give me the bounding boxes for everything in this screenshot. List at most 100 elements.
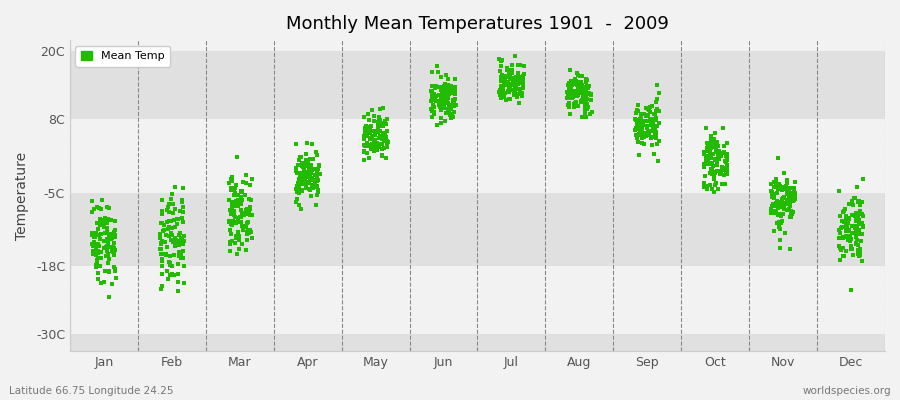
Point (163, 253, 177, 259)
Point (155, 258, 169, 264)
Point (516, 85, 530, 92)
Point (438, 99, 453, 106)
Point (226, 185, 240, 191)
Point (297, 171, 311, 177)
Point (769, 210, 783, 216)
Point (634, 119, 648, 126)
Point (86, 250, 100, 257)
Point (298, 160, 312, 167)
Point (302, 180, 316, 186)
Point (446, 96, 460, 103)
Point (708, 130, 723, 136)
Point (300, 171, 314, 177)
Point (701, 152, 716, 159)
Point (846, 202, 860, 209)
Point (161, 224, 176, 230)
Point (840, 222, 854, 228)
Point (502, 87, 517, 93)
Point (506, 75, 520, 82)
Point (779, 187, 794, 193)
Point (375, 104, 390, 111)
Point (644, 134, 659, 141)
Point (494, 89, 508, 96)
Point (783, 192, 797, 198)
Point (784, 208, 798, 214)
Point (644, 121, 658, 127)
Point (783, 203, 797, 210)
Point (771, 204, 786, 211)
Point (646, 118, 661, 124)
Point (447, 87, 462, 93)
Point (635, 122, 650, 128)
Point (380, 143, 394, 149)
Point (89, 264, 104, 270)
Point (424, 88, 438, 94)
Point (772, 237, 787, 243)
Point (517, 71, 531, 77)
Point (233, 213, 248, 220)
Point (166, 190, 180, 197)
Point (574, 88, 589, 94)
Point (295, 170, 310, 177)
Point (697, 163, 711, 169)
Point (700, 161, 715, 167)
Point (372, 140, 386, 147)
Point (360, 143, 374, 149)
Point (765, 194, 779, 200)
Point (516, 81, 530, 88)
Point (371, 122, 385, 128)
Point (850, 223, 864, 229)
Point (714, 168, 728, 174)
Point (568, 76, 582, 83)
Point (579, 94, 593, 100)
Point (231, 214, 246, 221)
Point (493, 83, 508, 90)
Point (701, 144, 716, 150)
Point (573, 98, 588, 104)
Point (364, 141, 379, 148)
Point (446, 114, 460, 120)
Point (716, 164, 730, 171)
Point (776, 195, 790, 201)
Point (510, 70, 525, 77)
Point (570, 93, 584, 99)
Point (706, 186, 720, 192)
Point (564, 90, 579, 97)
Point (569, 89, 583, 95)
Point (510, 90, 525, 97)
Point (442, 106, 456, 113)
Point (698, 149, 712, 155)
Point (561, 82, 575, 88)
Point (851, 252, 866, 259)
Point (493, 63, 508, 69)
Point (578, 107, 592, 113)
Point (366, 128, 381, 134)
Point (432, 99, 446, 106)
Point (223, 208, 238, 214)
Point (570, 81, 584, 88)
Point (505, 70, 519, 76)
Point (494, 58, 508, 64)
Point (302, 187, 317, 194)
Point (503, 70, 517, 76)
Point (839, 220, 853, 226)
Point (635, 120, 650, 126)
Point (492, 88, 507, 95)
Point (579, 79, 593, 86)
Point (850, 216, 864, 222)
Point (578, 110, 592, 116)
Point (94, 231, 109, 237)
Point (497, 78, 511, 85)
Point (842, 201, 856, 208)
Point (222, 180, 237, 186)
Point (508, 85, 522, 91)
Point (86, 231, 101, 237)
Point (174, 235, 188, 242)
Point (699, 125, 714, 132)
Point (576, 85, 590, 91)
Point (494, 87, 508, 94)
Point (716, 149, 730, 156)
Point (446, 86, 460, 92)
Text: worldspecies.org: worldspecies.org (803, 386, 891, 396)
Point (496, 82, 510, 89)
